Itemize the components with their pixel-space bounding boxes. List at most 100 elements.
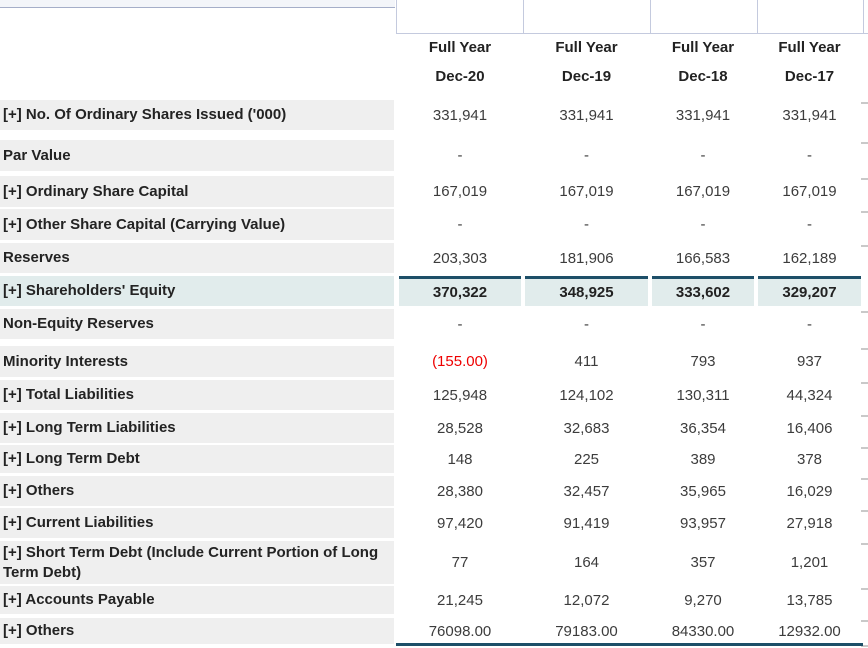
value-cell: 93,957 — [680, 514, 726, 532]
column-header-period: Full Year — [555, 39, 618, 56]
header-gridline-v — [863, 0, 864, 33]
value-cell: - — [700, 147, 706, 164]
value-cell: - — [700, 216, 706, 233]
column-header-date: Dec-20 — [435, 68, 485, 85]
value-cell: 167,019 — [559, 183, 614, 200]
bottom-section-border — [396, 643, 863, 646]
row-label-expandable[interactable]: [+] No. Of Ordinary Shares Issued ('000) — [0, 100, 394, 130]
row-label-expandable[interactable]: [+] Long Term Liabilities — [0, 413, 394, 443]
value-cell: 148 — [447, 450, 473, 468]
value-cell: 12932.00 — [778, 622, 841, 640]
value-cell: 389 — [690, 450, 716, 468]
row-label: Non-Equity Reserves — [0, 309, 394, 339]
value-cell: 378 — [796, 450, 823, 468]
value-cell: 97,420 — [437, 514, 483, 532]
header-gridline-v — [757, 0, 758, 33]
value-cell: 329,207 — [758, 276, 861, 306]
value-cell: - — [584, 216, 589, 233]
row-label: Minority Interests — [0, 346, 394, 377]
value-cell: 167,019 — [782, 183, 837, 200]
value-cell: 333,602 — [652, 276, 754, 306]
row-label-expandable[interactable]: [+] Other Share Capital (Carrying Value) — [0, 209, 394, 240]
value-cell: - — [807, 147, 812, 164]
value-cell: 331,941 — [782, 106, 837, 124]
value-cell: 357 — [690, 554, 716, 571]
value-cell: 77 — [451, 554, 469, 571]
row-label: Par Value — [0, 140, 394, 171]
row-separator-tick — [861, 447, 868, 449]
row-separator-tick — [861, 478, 868, 480]
value-cell: 28,380 — [437, 482, 483, 500]
value-cell: 35,965 — [680, 482, 726, 500]
row-separator-tick — [861, 178, 868, 180]
value-cell: 331,941 — [675, 106, 731, 124]
row-separator-tick — [861, 543, 868, 545]
value-cell: 166,583 — [675, 249, 731, 267]
row-separator-tick — [861, 311, 868, 313]
header-gridline-h — [396, 33, 868, 34]
value-cell: 27,918 — [786, 514, 833, 532]
row-separator-tick — [861, 102, 868, 104]
value-cell: 331,941 — [559, 106, 614, 124]
value-cell: 348,925 — [525, 276, 648, 306]
value-cell: 167,019 — [432, 183, 488, 200]
value-cell: 84330.00 — [671, 622, 735, 640]
value-cell: - — [807, 216, 812, 233]
header-gridline-v — [396, 0, 397, 33]
value-cell: 32,683 — [563, 419, 610, 437]
value-cell: 16,406 — [786, 419, 833, 437]
value-cell: 1,201 — [790, 554, 829, 571]
value-cell: 36,354 — [680, 419, 726, 437]
row-label: Reserves — [0, 243, 394, 273]
value-cell: (155.00) — [432, 353, 488, 370]
value-cell: 44,324 — [786, 386, 833, 404]
value-cell: 793 — [690, 353, 716, 370]
value-cell: 79183.00 — [555, 622, 618, 640]
row-separator-tick — [861, 245, 868, 247]
value-cell: 370,322 — [399, 276, 521, 306]
row-label-expandable[interactable]: [+] Others — [0, 618, 394, 644]
row-separator-tick — [861, 382, 868, 384]
value-cell: 32,457 — [563, 482, 610, 500]
value-cell: 91,419 — [563, 514, 610, 532]
value-cell: 125,948 — [432, 386, 488, 404]
row-label-expandable[interactable]: [+] Shareholders' Equity — [0, 276, 394, 306]
value-cell: 16,029 — [786, 482, 833, 500]
row-separator-tick — [861, 645, 868, 647]
value-cell: - — [584, 147, 589, 164]
column-header-period: Full Year — [778, 39, 841, 56]
value-cell: 167,019 — [675, 183, 731, 200]
value-cell: 162,189 — [782, 249, 837, 267]
row-label-expandable[interactable]: [+] Total Liabilities — [0, 380, 394, 410]
value-cell: 13,785 — [786, 591, 833, 609]
row-label-expandable[interactable]: [+] Current Liabilities — [0, 508, 394, 538]
header-gridline-v — [650, 0, 651, 33]
value-cell: - — [584, 315, 589, 333]
row-label-expandable[interactable]: [+] Ordinary Share Capital — [0, 176, 394, 207]
value-cell: - — [807, 315, 812, 333]
value-cell: - — [700, 315, 706, 333]
value-cell: 21,245 — [437, 591, 483, 609]
row-label-expandable[interactable]: [+] Long Term Debt — [0, 445, 394, 473]
value-cell: - — [457, 315, 463, 333]
header-gridline-v — [523, 0, 524, 33]
value-cell: 28,528 — [437, 419, 483, 437]
value-cell: - — [457, 216, 463, 233]
value-cell: 181,906 — [559, 249, 614, 267]
row-separator-tick — [861, 510, 868, 512]
column-header-date: Dec-17 — [784, 68, 835, 85]
header-top-band — [0, 0, 395, 8]
value-cell: 164 — [573, 554, 600, 571]
row-label-expandable[interactable]: [+] Others — [0, 476, 394, 506]
row-separator-tick — [861, 211, 868, 213]
row-label-expandable[interactable]: [+] Short Term Debt (Include Current Por… — [0, 541, 394, 584]
row-label-expandable[interactable]: [+] Accounts Payable — [0, 586, 394, 614]
column-header-period: Full Year — [671, 39, 735, 56]
value-cell: 411 — [574, 353, 599, 370]
value-cell: 331,941 — [432, 106, 488, 124]
row-separator-tick — [861, 415, 868, 417]
row-separator-tick — [861, 588, 868, 590]
column-header-date: Dec-18 — [678, 68, 728, 85]
row-separator-tick — [861, 142, 868, 144]
value-cell: 124,102 — [559, 386, 614, 404]
